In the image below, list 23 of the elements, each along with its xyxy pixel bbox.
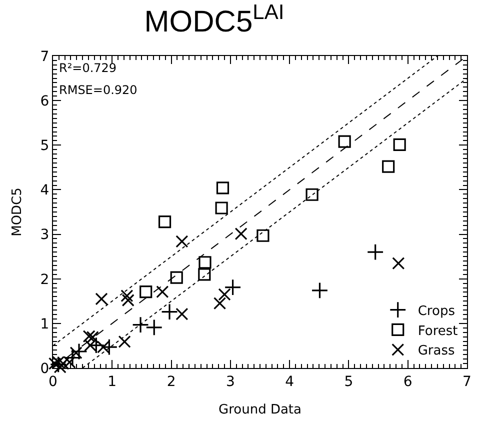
y-axis-title: MODC5 bbox=[10, 188, 26, 236]
y-tick-label: 2 bbox=[40, 272, 50, 288]
y-tick-label: 3 bbox=[40, 227, 50, 244]
x-tick-label: 4 bbox=[285, 374, 294, 390]
x-tick-label: 2 bbox=[166, 374, 176, 390]
annotation: R²=0.729 bbox=[59, 61, 117, 75]
y-tick-label: 7 bbox=[40, 48, 50, 65]
y-tick-label: 4 bbox=[40, 182, 50, 199]
y-tick-label: 1 bbox=[40, 316, 50, 332]
x-tick-label: 3 bbox=[226, 374, 235, 390]
x-tick-label: 1 bbox=[108, 374, 117, 390]
legend-label: Grass bbox=[418, 344, 456, 359]
y-tick-label: 5 bbox=[40, 138, 50, 154]
x-axis-title: Ground Data bbox=[218, 402, 302, 418]
y-tick-label: 6 bbox=[40, 93, 50, 110]
legend-label: Forest bbox=[418, 324, 458, 339]
x-tick-label: 5 bbox=[344, 374, 354, 390]
x-tick-label: 7 bbox=[462, 374, 472, 390]
y-tick-label: 0 bbox=[40, 360, 50, 377]
legend-label: Crops bbox=[418, 304, 456, 319]
chart-title: MODC5$^{LAI}$ bbox=[144, 1, 284, 39]
annotation: RMSE=0.920 bbox=[59, 83, 138, 97]
x-tick-label: 6 bbox=[403, 374, 412, 390]
